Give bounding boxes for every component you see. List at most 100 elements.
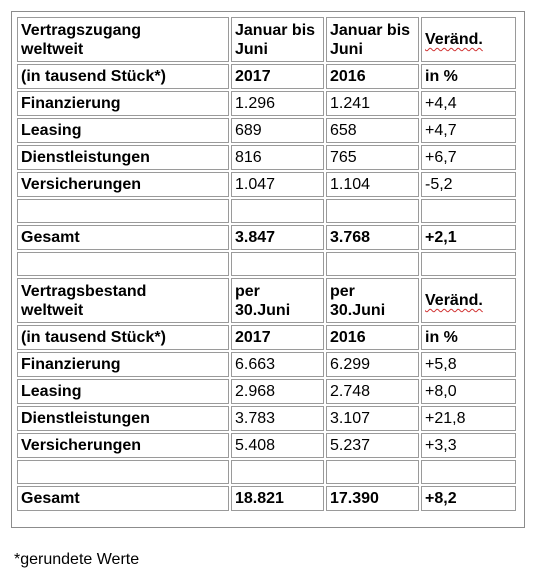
section1-change-header-text: Veränd. [425, 31, 483, 48]
section2-unit-percent: in % [421, 325, 516, 350]
row-label: Finanzierung [17, 91, 229, 116]
statistics-table: Vertragszugang weltweit Januar bis Juni … [15, 15, 518, 513]
total-2017: 3.847 [231, 225, 324, 250]
section1-total-row: Gesamt 3.847 3.768 +2,1 [17, 225, 516, 250]
table-row: Leasing 689 658 +4,7 [17, 118, 516, 143]
empty-cell [421, 252, 516, 276]
change-value: +4,7 [421, 118, 516, 143]
change-value: +5,8 [421, 352, 516, 377]
section2-col2017-header-line2: 30.Juni [235, 301, 291, 319]
section1-title-cell: Vertragszugang weltweit [17, 17, 229, 62]
footnote: *gerundete Werte [14, 551, 140, 568]
section1-year-2016: 2016 [326, 64, 419, 89]
table-row: Finanzierung 6.663 6.299 +5,8 [17, 352, 516, 377]
total-change: +2,1 [421, 225, 516, 250]
table-row: Leasing 2.968 2.748 +8,0 [17, 379, 516, 404]
empty-cell [231, 199, 324, 223]
section2-title-cell: Vertragsbestand weltweit [17, 278, 229, 323]
total-2017: 18.821 [231, 486, 324, 511]
value-2016: 3.107 [326, 406, 419, 431]
empty-cell [421, 460, 516, 484]
row-label: Versicherungen [17, 172, 229, 197]
spacer-row [17, 252, 516, 276]
section1-col2017-header-line1: Januar bis [235, 21, 316, 39]
section1-unit-row: (in tausend Stück*) 2017 2016 in % [17, 64, 516, 89]
value-2016: 5.237 [326, 433, 419, 458]
section2-col2017-header-line1: per [235, 282, 260, 300]
section2-unit-label: (in tausend Stück*) [17, 325, 229, 350]
total-change: +8,2 [421, 486, 516, 511]
empty-cell [326, 199, 419, 223]
section1-year-2017: 2017 [231, 64, 324, 89]
value-2017: 1.047 [231, 172, 324, 197]
value-2017: 6.663 [231, 352, 324, 377]
value-2017: 1.296 [231, 91, 324, 116]
row-label: Dienstleistungen [17, 145, 229, 170]
empty-cell [231, 460, 324, 484]
empty-cell [17, 252, 229, 276]
empty-cell [231, 252, 324, 276]
value-2016: 2.748 [326, 379, 419, 404]
table-row: Versicherungen 1.047 1.104 -5,2 [17, 172, 516, 197]
section1-col2016-header-line1: Januar bis [330, 21, 411, 39]
value-2017: 816 [231, 145, 324, 170]
change-value: +3,3 [421, 433, 516, 458]
table-row: Dienstleistungen 816 765 +6,7 [17, 145, 516, 170]
change-value: +4,4 [421, 91, 516, 116]
section2-year-2017: 2017 [231, 325, 324, 350]
section2-col2016-header: per 30.Juni [326, 278, 419, 323]
section1-unit-label: (in tausend Stück*) [17, 64, 229, 89]
section1-unit-percent: in % [421, 64, 516, 89]
empty-cell [421, 199, 516, 223]
spacer-row [17, 460, 516, 484]
value-2017: 2.968 [231, 379, 324, 404]
section1-title-line2: weltweit [21, 40, 84, 58]
section2-change-header: Veränd. [421, 278, 516, 323]
row-label: Versicherungen [17, 433, 229, 458]
table-row: Versicherungen 5.408 5.237 +3,3 [17, 433, 516, 458]
section2-total-row: Gesamt 18.821 17.390 +8,2 [17, 486, 516, 511]
table-row: Finanzierung 1.296 1.241 +4,4 [17, 91, 516, 116]
change-value: +6,7 [421, 145, 516, 170]
table-row: Dienstleistungen 3.783 3.107 +21,8 [17, 406, 516, 431]
empty-cell [17, 460, 229, 484]
section2-unit-row: (in tausend Stück*) 2017 2016 in % [17, 325, 516, 350]
section2-col2016-header-line2: 30.Juni [330, 301, 386, 319]
value-2016: 658 [326, 118, 419, 143]
total-2016: 17.390 [326, 486, 419, 511]
section1-col2016-header: Januar bis Juni [326, 17, 419, 62]
section2-title-line2: weltweit [21, 301, 84, 319]
section2-header-row: Vertragsbestand weltweit per 30.Juni per… [17, 278, 516, 323]
value-2016: 6.299 [326, 352, 419, 377]
section1-change-header: Veränd. [421, 17, 516, 62]
value-2017: 5.408 [231, 433, 324, 458]
section2-title-line1: Vertragsbestand [21, 282, 147, 300]
section1-title-line1: Vertragszugang [21, 21, 142, 39]
value-2016: 1.104 [326, 172, 419, 197]
table-frame [11, 11, 525, 528]
spacer-row [17, 199, 516, 223]
section1-col2017-header-line2: Juni [235, 40, 268, 58]
change-value: -5,2 [421, 172, 516, 197]
row-label: Dienstleistungen [17, 406, 229, 431]
total-2016: 3.768 [326, 225, 419, 250]
value-2017: 3.783 [231, 406, 324, 431]
change-value: +21,8 [421, 406, 516, 431]
value-2017: 689 [231, 118, 324, 143]
change-value: +8,0 [421, 379, 516, 404]
row-label: Finanzierung [17, 352, 229, 377]
row-label: Leasing [17, 118, 229, 143]
total-label: Gesamt [17, 486, 229, 511]
empty-cell [17, 199, 229, 223]
section1-col2017-header: Januar bis Juni [231, 17, 324, 62]
section2-year-2016: 2016 [326, 325, 419, 350]
section1-header-row: Vertragszugang weltweit Januar bis Juni … [17, 17, 516, 62]
value-2016: 765 [326, 145, 419, 170]
total-label: Gesamt [17, 225, 229, 250]
empty-cell [326, 460, 419, 484]
section2-change-header-text: Veränd. [425, 292, 483, 309]
row-label: Leasing [17, 379, 229, 404]
section2-col2017-header: per 30.Juni [231, 278, 324, 323]
section1-col2016-header-line2: Juni [330, 40, 363, 58]
empty-cell [326, 252, 419, 276]
